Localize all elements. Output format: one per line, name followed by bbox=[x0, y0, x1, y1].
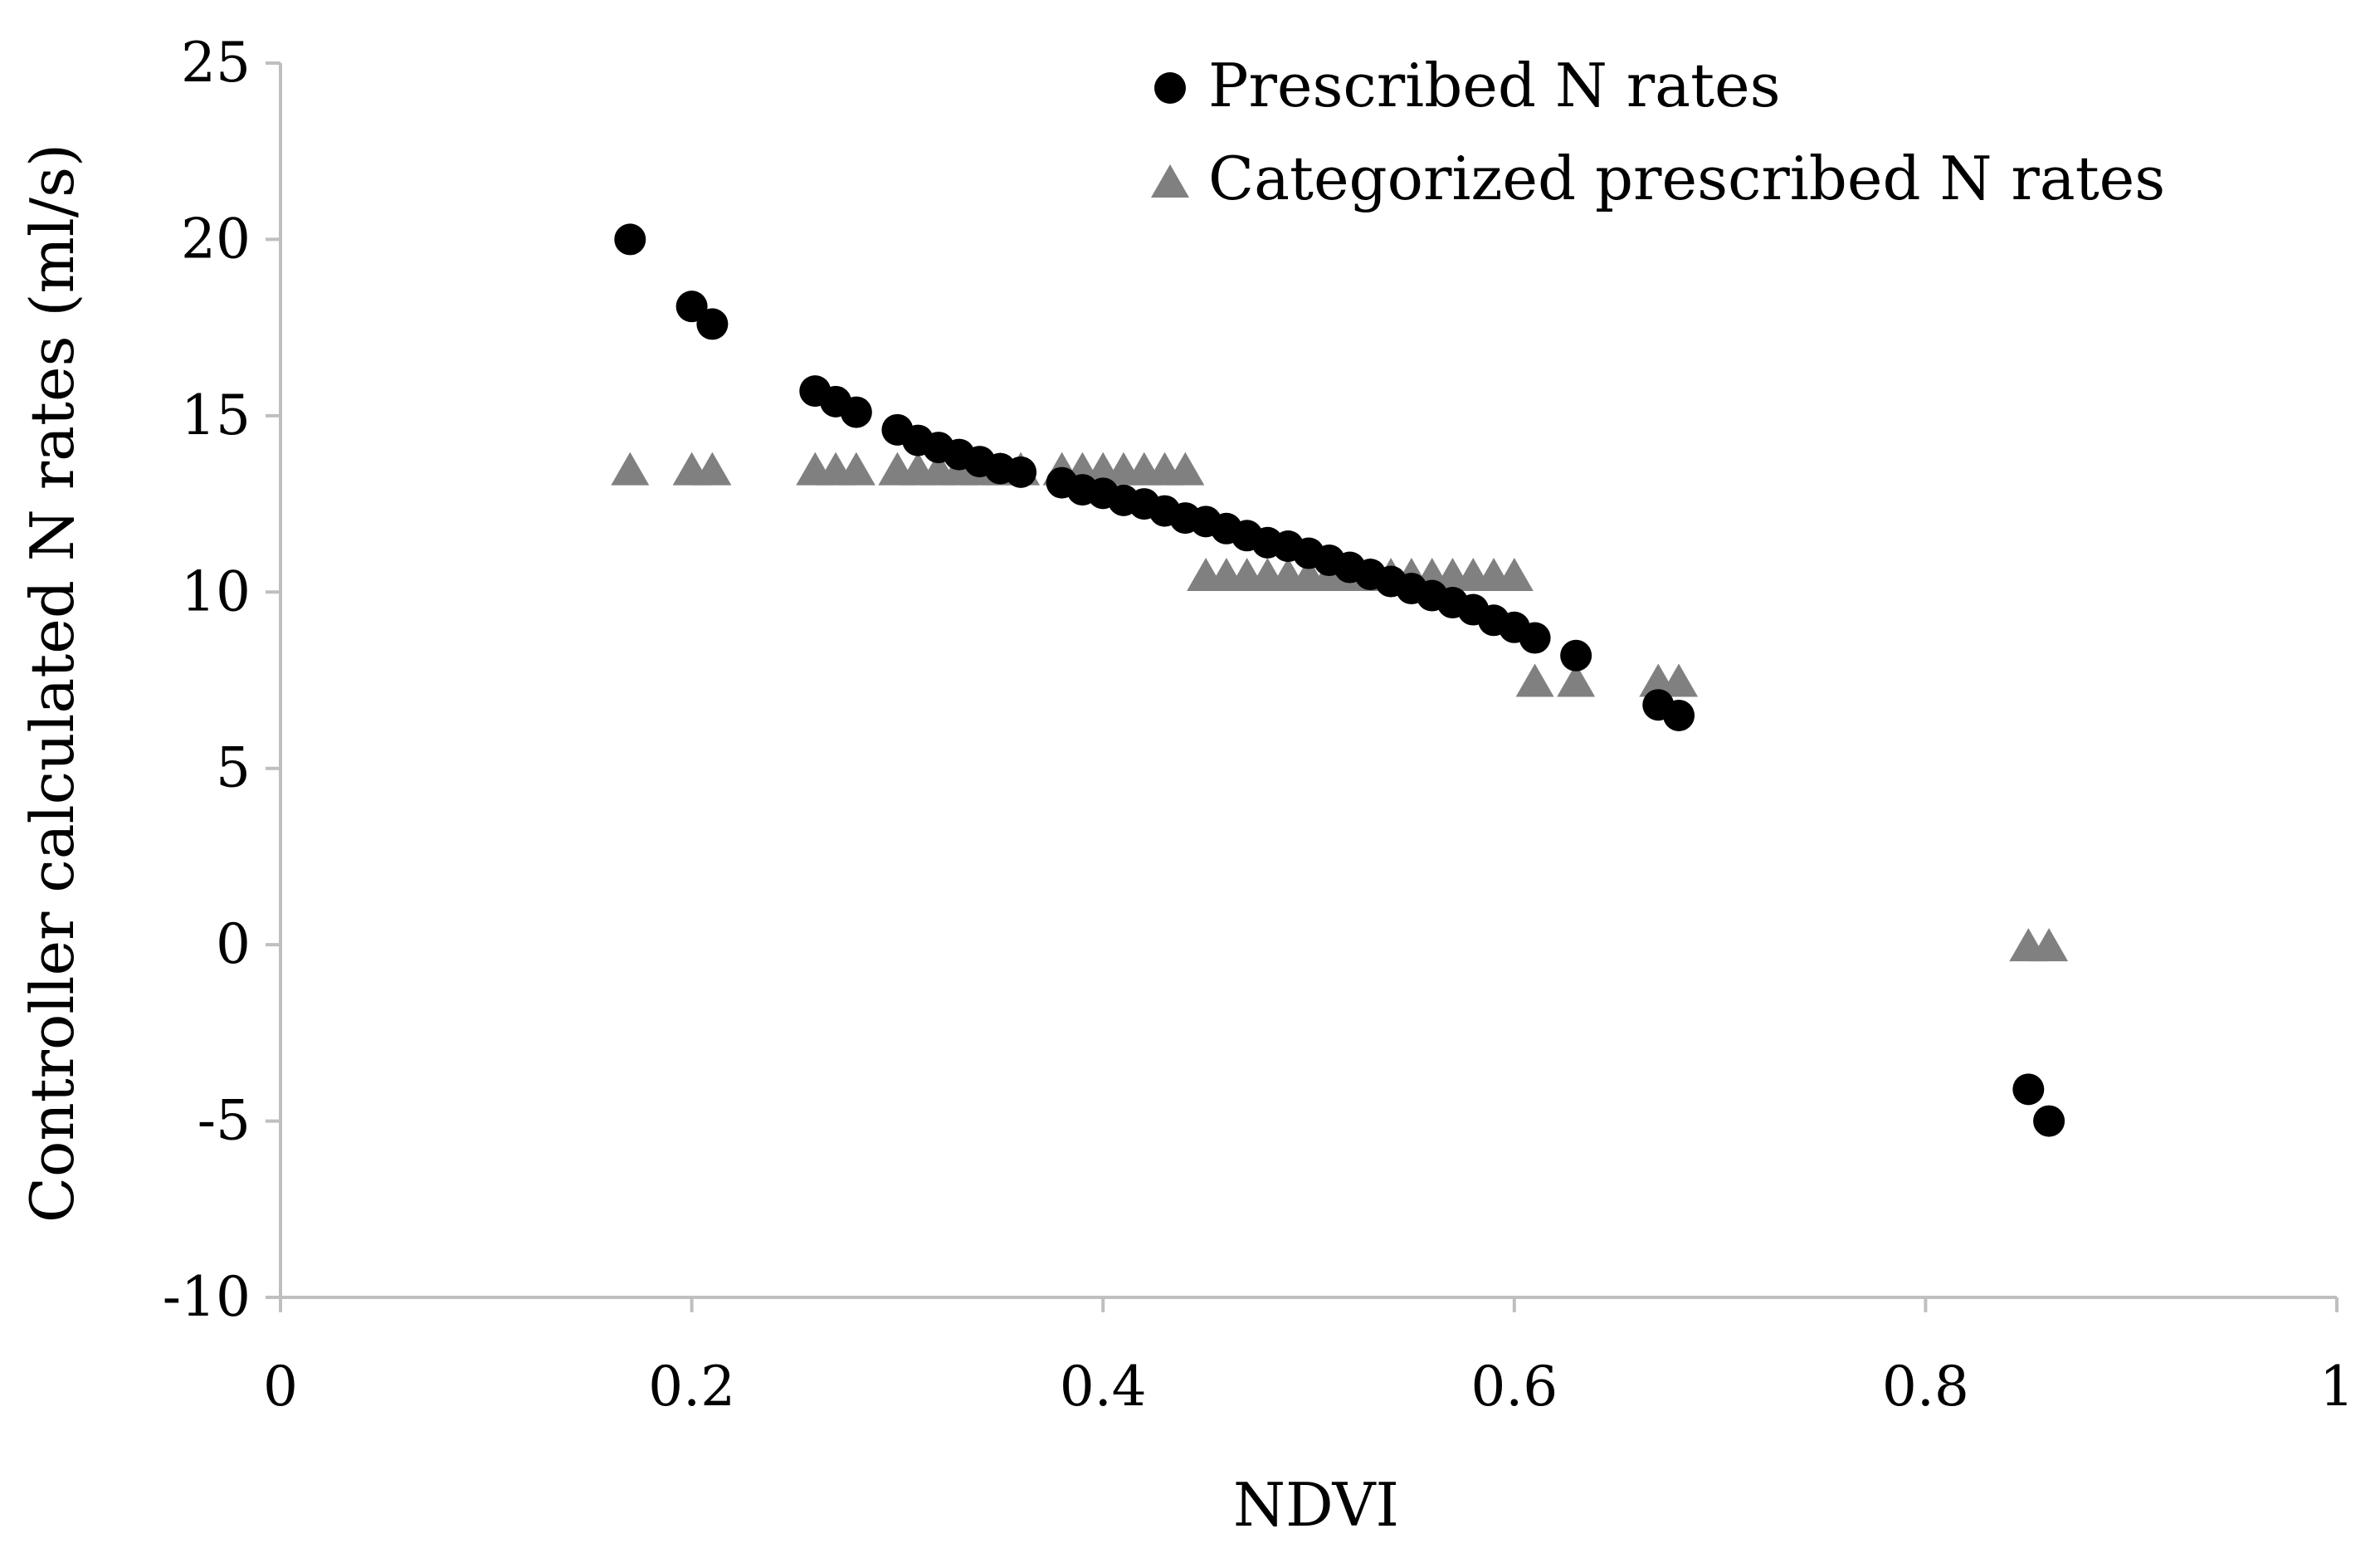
point-prescribed bbox=[1005, 456, 1037, 488]
point-prescribed bbox=[840, 396, 872, 428]
point-prescribed bbox=[614, 223, 646, 256]
legend: Prescribed N rates Categorized prescribed… bbox=[1151, 51, 2165, 213]
y-tick-label: 0 bbox=[216, 912, 251, 976]
point-categorized bbox=[611, 452, 650, 486]
x-tick-label: 0.6 bbox=[1470, 1355, 1558, 1419]
y-tick-label: 15 bbox=[181, 383, 251, 447]
point-prescribed bbox=[1560, 639, 1592, 672]
point-categorized bbox=[1166, 452, 1205, 486]
y-tick-label: 20 bbox=[181, 207, 251, 271]
legend-label-prescribed: Prescribed N rates bbox=[1208, 51, 1781, 120]
x-tick-label: 1 bbox=[2319, 1355, 2354, 1419]
legend-circle-marker bbox=[1154, 72, 1186, 104]
point-categorized bbox=[1495, 558, 1534, 592]
point-categorized bbox=[1557, 663, 1596, 697]
point-categorized bbox=[693, 452, 732, 486]
series-layer bbox=[611, 223, 2069, 1137]
axes-layer: -10 -5 0 5 10 15 20 25 0 0.2 0.4 0.6 0.8 1 bbox=[163, 31, 2354, 1419]
x-tick-label: 0.4 bbox=[1060, 1355, 1147, 1419]
y-tick-label: 25 bbox=[181, 31, 251, 95]
legend-triangle-marker bbox=[1151, 164, 1189, 198]
point-categorized bbox=[836, 452, 875, 486]
x-tick-label: 0.8 bbox=[1882, 1355, 1969, 1419]
y-tick-label: -5 bbox=[198, 1089, 251, 1153]
point-categorized bbox=[1515, 663, 1554, 697]
y-axis-title: Controller calculated N rates (ml/s) bbox=[17, 144, 87, 1223]
x-tick-label: 0 bbox=[263, 1355, 298, 1419]
point-categorized bbox=[2030, 928, 2069, 962]
x-tick-label: 0.2 bbox=[648, 1355, 735, 1419]
y-tick-label: 5 bbox=[216, 736, 251, 800]
legend-label-categorized: Categorized prescribed N rates bbox=[1208, 144, 2165, 213]
point-prescribed bbox=[696, 308, 729, 340]
point-categorized bbox=[1660, 663, 1699, 697]
x-axis-title: NDVI bbox=[1233, 1470, 1399, 1540]
point-prescribed bbox=[1519, 622, 1551, 654]
point-prescribed bbox=[1663, 699, 1695, 731]
point-prescribed bbox=[2012, 1073, 2045, 1106]
y-tick-label: 10 bbox=[181, 559, 251, 623]
point-prescribed bbox=[675, 291, 708, 323]
point-prescribed bbox=[2033, 1105, 2065, 1137]
y-tick-label: -10 bbox=[163, 1265, 251, 1329]
